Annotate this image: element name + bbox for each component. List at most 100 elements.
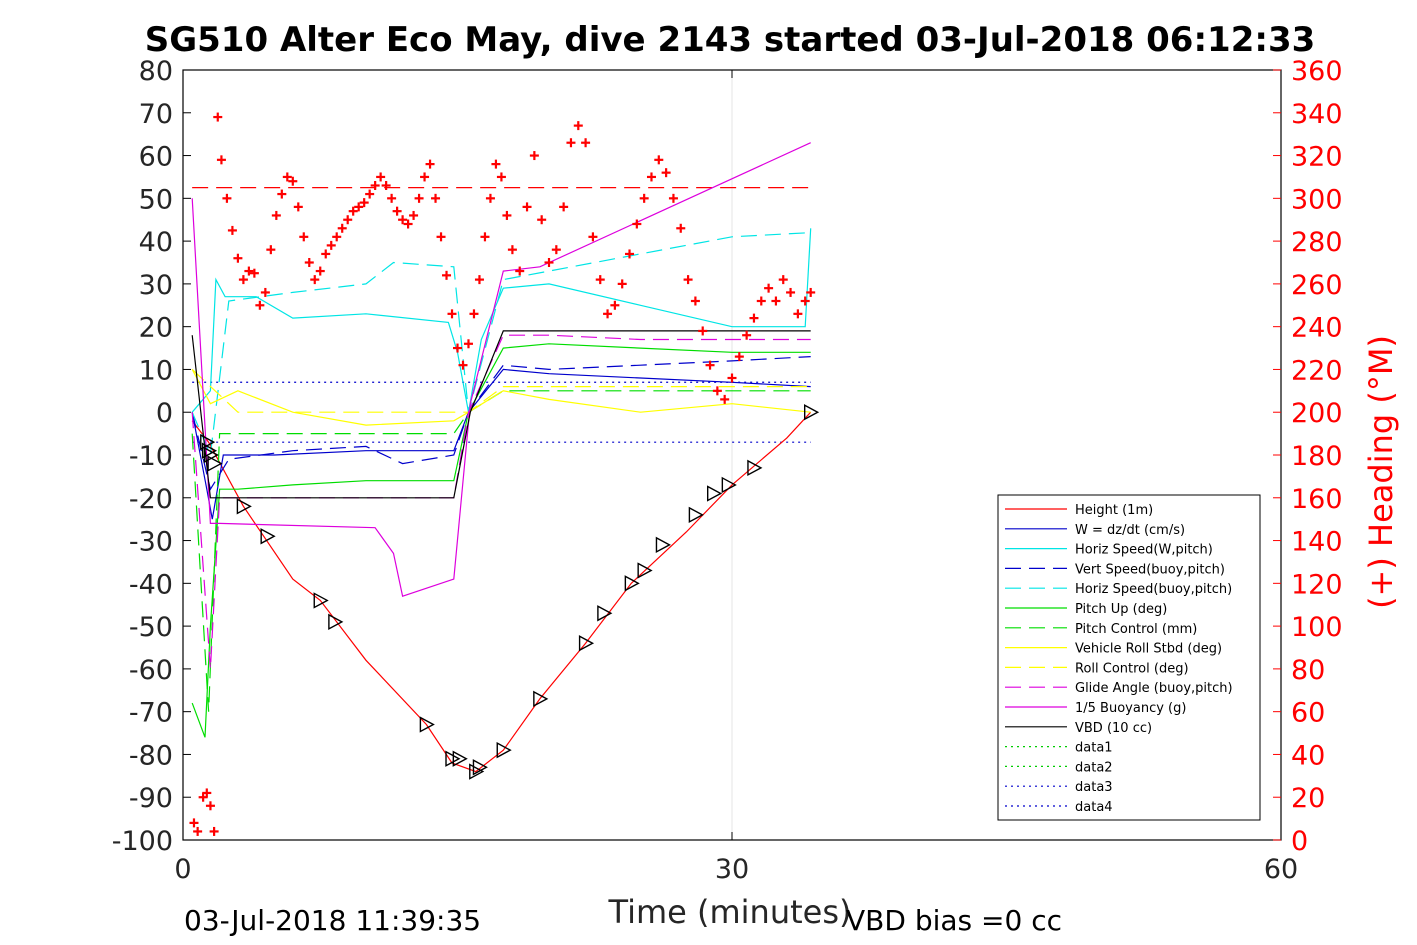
heading-point bbox=[337, 223, 347, 233]
triangle-marker bbox=[688, 506, 704, 524]
triangle-marker bbox=[533, 690, 549, 708]
y-left-tick-label: -60 bbox=[129, 655, 173, 686]
y-right-tick-label: 240 bbox=[1291, 313, 1343, 344]
triangle-marker bbox=[207, 455, 223, 472]
heading-points bbox=[189, 112, 816, 836]
heading-point bbox=[742, 330, 752, 340]
triangle-marker bbox=[201, 442, 218, 459]
legend-entry: Glide Angle (buoy,pitch) bbox=[1075, 681, 1233, 696]
legend-entry: Vert Speed(buoy,pitch) bbox=[1075, 562, 1225, 577]
heading-point bbox=[425, 159, 435, 169]
heading-point bbox=[213, 112, 223, 122]
heading-point bbox=[414, 193, 424, 203]
series-line bbox=[191, 330, 811, 499]
heading-point bbox=[491, 159, 501, 169]
heading-point bbox=[720, 394, 730, 404]
y-right-tick-label: 200 bbox=[1291, 398, 1343, 429]
triangle-marker bbox=[721, 476, 737, 494]
legend-entry: 1/5 Buoyancy (g) bbox=[1075, 701, 1186, 716]
heading-point bbox=[436, 232, 446, 242]
heading-point bbox=[222, 193, 232, 203]
y-right-tick-label: 320 bbox=[1291, 142, 1343, 173]
heading-point bbox=[617, 279, 627, 289]
heading-point bbox=[595, 275, 605, 285]
heading-point bbox=[581, 138, 591, 148]
heading-point bbox=[332, 232, 342, 242]
heading-point bbox=[299, 232, 309, 242]
heading-point bbox=[442, 270, 452, 280]
heading-point bbox=[277, 189, 287, 199]
y-left-tick-label: 80 bbox=[139, 56, 173, 87]
heading-point bbox=[233, 253, 243, 263]
heading-point bbox=[474, 275, 484, 285]
heading-point bbox=[800, 296, 810, 306]
triangle-marker bbox=[452, 750, 468, 767]
heading-point bbox=[403, 219, 413, 229]
heading-point bbox=[756, 296, 766, 306]
heading-point bbox=[227, 225, 237, 235]
heading-point bbox=[249, 268, 259, 278]
heading-point bbox=[189, 818, 199, 828]
legend-entry: data3 bbox=[1075, 780, 1113, 795]
heading-point bbox=[676, 223, 686, 233]
x-axis-label: Time (minutes) bbox=[608, 893, 852, 931]
legend-entry: data4 bbox=[1075, 800, 1113, 815]
heading-point bbox=[566, 138, 576, 148]
heading-point bbox=[632, 219, 642, 229]
series-line bbox=[191, 356, 811, 491]
heading-point bbox=[485, 193, 495, 203]
heading-point bbox=[806, 287, 816, 297]
y-left-tick-label: -90 bbox=[129, 783, 173, 814]
legend: Height (1m) W = dz/dt (cm/s) Horiz Speed(W… bbox=[997, 494, 1261, 821]
triangle-marker bbox=[445, 750, 461, 767]
x-tick-label: 0 bbox=[174, 854, 191, 885]
triangle-marker bbox=[597, 605, 613, 622]
triangle-marker bbox=[328, 613, 344, 631]
x-tick-label: 30 bbox=[715, 854, 749, 885]
heading-point bbox=[712, 386, 722, 396]
heading-point bbox=[559, 202, 569, 212]
heading-point bbox=[537, 215, 547, 225]
heading-point bbox=[661, 168, 671, 178]
heading-point bbox=[502, 210, 512, 220]
legend-entry: Horiz Speed(buoy,pitch) bbox=[1075, 582, 1232, 597]
y-left-tick-label: -10 bbox=[129, 441, 173, 472]
heading-point bbox=[447, 309, 457, 319]
y-left-tick-label: 50 bbox=[139, 184, 173, 215]
series-line bbox=[191, 390, 811, 712]
heading-point bbox=[610, 300, 620, 310]
series-line bbox=[191, 369, 811, 426]
y-right-tick-label: 220 bbox=[1291, 355, 1343, 386]
heading-point bbox=[749, 313, 759, 323]
heading-point bbox=[387, 193, 397, 203]
heading-point bbox=[409, 210, 419, 220]
heading-point bbox=[255, 300, 265, 310]
heading-point bbox=[544, 258, 554, 267]
series-line bbox=[191, 343, 811, 738]
y-right-tick-label: 80 bbox=[1291, 655, 1325, 686]
y-axis-label-right: (+) Heading (°M) bbox=[1362, 335, 1400, 609]
reference-lines bbox=[192, 187, 811, 443]
heading-point bbox=[771, 296, 781, 306]
heading-point bbox=[793, 309, 803, 319]
triangle-marker bbox=[419, 716, 435, 733]
heading-point bbox=[370, 181, 380, 190]
heading-point bbox=[588, 232, 598, 242]
heading-point bbox=[202, 788, 212, 798]
y-left-tick-label: 70 bbox=[139, 99, 173, 130]
y-right-tick-label: 160 bbox=[1291, 484, 1343, 515]
heading-point bbox=[551, 245, 561, 255]
heading-point bbox=[778, 275, 788, 285]
footer-timestamp: 03-Jul-2018 11:39:35 bbox=[184, 904, 481, 937]
heading-point bbox=[282, 172, 292, 182]
heading-point bbox=[193, 826, 203, 836]
legend-entry: W = dz/dt (cm/s) bbox=[1075, 523, 1185, 538]
heading-point bbox=[453, 343, 462, 353]
heading-point bbox=[348, 206, 358, 216]
y-left-tick-label: 20 bbox=[139, 313, 173, 344]
legend-entry: data1 bbox=[1075, 741, 1113, 756]
y-left-tick-label: -20 bbox=[129, 484, 173, 515]
heading-point bbox=[480, 232, 490, 242]
y-right-tick-label: 0 bbox=[1291, 826, 1308, 857]
